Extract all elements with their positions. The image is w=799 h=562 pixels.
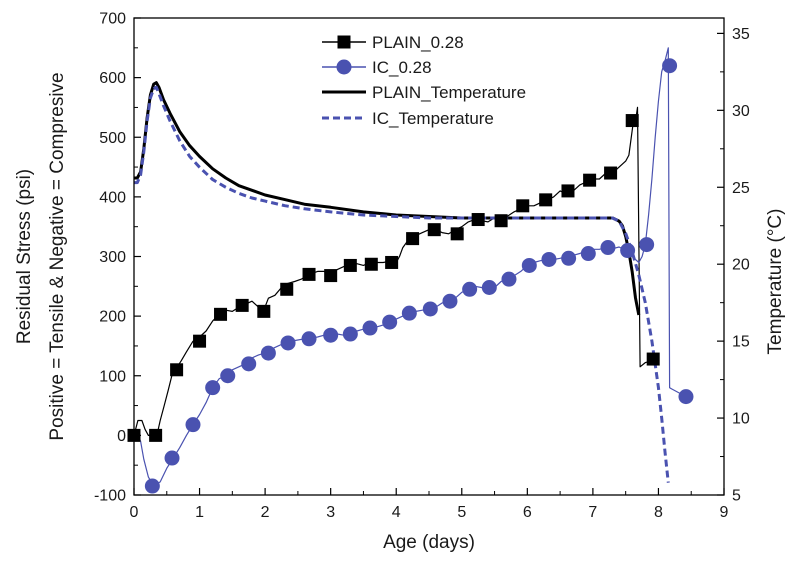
data-point-plain-0-28 — [516, 199, 530, 213]
data-point-plain-0-28 — [471, 213, 485, 227]
legend-item-ic-temperature: IC_Temperature — [322, 109, 494, 128]
data-point-plain-0-28 — [280, 282, 294, 296]
data-point-plain-0-28 — [149, 428, 163, 442]
data-point-plain-0-28 — [427, 223, 441, 237]
data-point-plain-0-28 — [450, 227, 464, 241]
data-point-ic-0-28 — [462, 281, 478, 297]
data-point-ic-0-28 — [678, 389, 694, 405]
data-point-plain-0-28 — [364, 257, 378, 271]
y2-tick-label: 25 — [732, 180, 750, 197]
data-point-ic-0-28 — [639, 237, 655, 253]
legend: PLAIN_0.28 IC_0.28 PLAIN_Temperature IC_… — [322, 33, 526, 128]
data-point-ic-0-28 — [280, 335, 296, 351]
legend-label-ic-temperature: IC_Temperature — [372, 109, 494, 128]
data-point-ic-0-28 — [541, 251, 557, 267]
x-tick-label: 0 — [130, 504, 139, 521]
data-point-plain-0-28 — [646, 352, 660, 366]
legend-swatch-marker — [337, 35, 351, 49]
data-point-ic-0-28 — [164, 450, 180, 466]
data-point-plain-0-28 — [406, 232, 420, 246]
axis-ticks: 0 1 2 3 4 5 6 7 8 9-10001002003004005006007005101… — [94, 11, 750, 522]
data-point-ic-0-28 — [561, 250, 577, 266]
data-point-plain-0-28 — [561, 184, 575, 198]
data-point-plain-0-28 — [604, 166, 618, 180]
y-tick-label: 700 — [99, 11, 126, 28]
data-point-ic-0-28 — [620, 243, 636, 259]
x-tick-label: 3 — [326, 504, 335, 521]
data-point-ic-0-28 — [301, 331, 317, 347]
data-point-plain-0-28 — [625, 114, 639, 128]
data-point-ic-0-28 — [442, 293, 458, 309]
y-tick-label: 0 — [117, 428, 126, 445]
data-point-plain-0-28 — [385, 255, 399, 269]
legend-label-ic-stress: IC_0.28 — [372, 58, 432, 77]
data-point-ic-0-28 — [362, 320, 378, 336]
data-point-plain-0-28 — [343, 258, 357, 272]
x-tick-label: 4 — [392, 504, 401, 521]
series-line-ic-temperature — [134, 85, 670, 483]
data-point-ic-0-28 — [323, 327, 339, 343]
series-markers — [127, 58, 694, 494]
data-point-plain-0-28 — [170, 363, 184, 377]
y2-tick-label: 10 — [732, 411, 750, 428]
x-tick-label: 7 — [588, 504, 597, 521]
legend-label-plain-stress: PLAIN_0.28 — [372, 33, 464, 52]
x-tick-label: 5 — [457, 504, 466, 521]
data-point-ic-0-28 — [521, 257, 537, 273]
x-tick-label: 8 — [654, 504, 663, 521]
y-axis-title-line-1: Residual Stress (psi) — [14, 169, 35, 344]
data-point-ic-0-28 — [580, 246, 596, 262]
data-point-ic-0-28 — [241, 356, 257, 372]
legend-item-ic-stress: IC_0.28 — [322, 58, 432, 77]
y-tick-label: 600 — [99, 70, 126, 87]
data-point-plain-0-28 — [324, 269, 338, 283]
y-tick-label: 500 — [99, 130, 126, 147]
data-point-plain-0-28 — [302, 267, 316, 281]
x-tick-label: 6 — [523, 504, 532, 521]
data-point-plain-0-28 — [235, 298, 249, 312]
legend-item-plain-stress: PLAIN_0.28 — [322, 33, 464, 52]
y2-tick-label: 30 — [732, 103, 750, 120]
y-axis-title-line-2: Positive = Tensile & Negative = Compresi… — [47, 72, 68, 440]
data-point-ic-0-28 — [600, 240, 616, 256]
data-point-plain-0-28 — [257, 304, 271, 318]
series-line-plain-temperature — [134, 81, 641, 316]
data-point-ic-0-28 — [501, 271, 517, 287]
data-point-ic-0-28 — [382, 314, 398, 330]
y2-axis-title: Temperature (°C) — [765, 209, 786, 355]
data-point-ic-0-28 — [662, 58, 678, 74]
y-tick-label: 300 — [99, 249, 126, 266]
data-point-plain-0-28 — [539, 193, 553, 207]
data-point-ic-0-28 — [342, 326, 358, 342]
y-tick-label: 100 — [99, 368, 126, 385]
y-tick-label: 400 — [99, 189, 126, 206]
data-point-ic-0-28 — [260, 345, 276, 361]
data-point-ic-0-28 — [220, 368, 236, 384]
y2-tick-label: 20 — [732, 257, 750, 274]
y-tick-label: -100 — [94, 488, 126, 505]
data-point-plain-0-28 — [193, 334, 207, 348]
data-point-ic-0-28 — [205, 380, 221, 396]
y2-tick-label: 35 — [732, 26, 750, 43]
legend-label-plain-temperature: PLAIN_Temperature — [372, 83, 526, 102]
x-tick-label: 9 — [720, 504, 729, 521]
legend-item-plain-temperature: PLAIN_Temperature — [322, 83, 526, 102]
data-point-plain-0-28 — [583, 173, 597, 187]
x-tick-label: 1 — [195, 504, 204, 521]
x-axis-title: Age (days) — [383, 532, 475, 553]
y2-tick-label: 5 — [732, 488, 741, 505]
data-point-ic-0-28 — [422, 301, 438, 317]
data-point-plain-0-28 — [214, 307, 228, 321]
data-point-ic-0-28 — [401, 305, 417, 321]
legend-swatch-marker — [336, 59, 352, 75]
data-point-ic-0-28 — [144, 478, 160, 494]
y2-tick-label: 15 — [732, 334, 750, 351]
data-point-ic-0-28 — [481, 280, 497, 296]
data-point-ic-0-28 — [185, 417, 201, 433]
data-point-plain-0-28 — [494, 214, 508, 228]
y-tick-label: 200 — [99, 309, 126, 326]
x-tick-label: 2 — [261, 504, 270, 521]
